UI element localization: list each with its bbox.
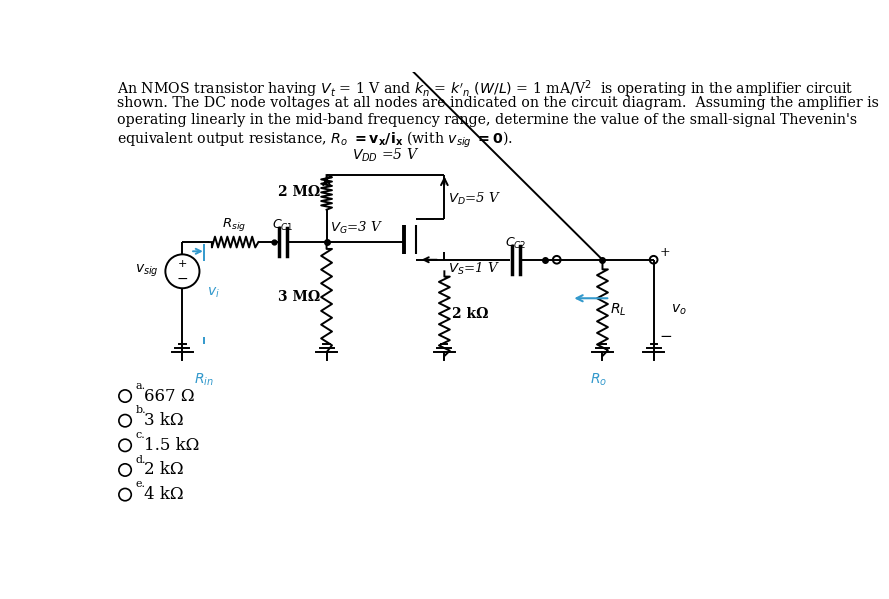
Text: c.: c.: [136, 430, 146, 440]
Text: −: −: [177, 272, 188, 286]
Text: An NMOS transistor having $V_t$ = 1 V and $k_n$ = $k'_n$ $(W/L)$ = 1 mA/V$^2$  i: An NMOS transistor having $V_t$ = 1 V an…: [117, 79, 853, 101]
Text: $R_o$: $R_o$: [590, 371, 607, 388]
Text: $v_{sig}$: $v_{sig}$: [135, 263, 159, 280]
Text: 2 kΩ: 2 kΩ: [453, 307, 489, 320]
Text: $R_L$: $R_L$: [610, 302, 627, 318]
Text: 667 Ω: 667 Ω: [144, 388, 195, 404]
Text: b.: b.: [136, 406, 147, 415]
Text: operating linearly in the mid-band frequency range, determine the value of the s: operating linearly in the mid-band frequ…: [117, 113, 858, 127]
Text: shown. The DC node voltages at all nodes are indicated on the circuit diagram.  : shown. The DC node voltages at all nodes…: [117, 96, 879, 110]
Text: −: −: [660, 330, 673, 344]
Text: 2 MΩ: 2 MΩ: [278, 185, 320, 199]
Text: $R_{sig}$: $R_{sig}$: [221, 216, 245, 233]
Text: equivalent output resistance, $\mathbf{\it R_o}$ $\mathbf{= v_x/i_x}$ (with $\ma: equivalent output resistance, $\mathbf{\…: [117, 129, 513, 150]
Text: $V_G$=3 V: $V_G$=3 V: [331, 220, 383, 236]
Text: $C_{C2}$: $C_{C2}$: [505, 235, 526, 250]
Text: 1.5 kΩ: 1.5 kΩ: [144, 437, 199, 454]
Text: $C_{C1}$: $C_{C1}$: [272, 217, 294, 233]
Text: $v_o$: $v_o$: [670, 302, 686, 317]
Text: +: +: [660, 246, 670, 259]
Text: $R_{in}$: $R_{in}$: [194, 371, 214, 388]
Text: +: +: [178, 259, 187, 268]
Text: $V_{DD}$ =5 V: $V_{DD}$ =5 V: [352, 147, 419, 164]
Text: $V_S$=1 V: $V_S$=1 V: [448, 261, 500, 277]
Text: a.: a.: [136, 380, 146, 391]
Text: 4 kΩ: 4 kΩ: [144, 486, 183, 503]
Text: 2 kΩ: 2 kΩ: [144, 461, 183, 479]
Text: d.: d.: [136, 455, 147, 465]
Text: e.: e.: [136, 479, 146, 489]
Text: 3 MΩ: 3 MΩ: [278, 290, 320, 304]
Text: $V_D$=5 V: $V_D$=5 V: [448, 191, 501, 207]
Text: $v_i$: $v_i$: [207, 286, 220, 301]
Text: 3 kΩ: 3 kΩ: [144, 412, 183, 429]
